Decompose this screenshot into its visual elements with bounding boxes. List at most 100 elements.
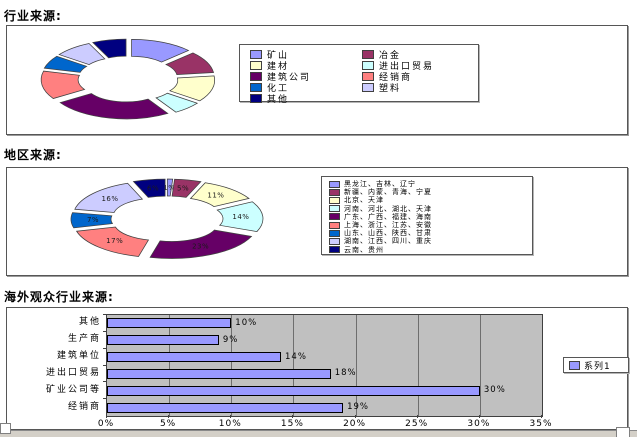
x-axis-tick-label: 20%: [343, 419, 367, 429]
donut-segment: [149, 229, 253, 259]
legend-item: 北京、天津: [329, 196, 532, 204]
legend-label: 湖南、江西、四川、重庆: [344, 237, 432, 246]
legend-item: 建材: [250, 60, 362, 72]
category-label: 建筑单位: [56, 351, 101, 362]
x-axis-tick: [541, 415, 542, 418]
legend-label: 建筑公司: [267, 73, 312, 83]
legend-label: 矿山: [267, 51, 290, 61]
category-label: 生产商: [67, 334, 101, 345]
industry-chart-legend: 矿山 建材 建筑公司 化工 其他 冶金 进出口贸易 经销商 塑料: [239, 44, 479, 105]
gridline: [479, 315, 481, 416]
bar-value-label: 9%: [222, 334, 239, 345]
y-axis-tick: [103, 347, 106, 349]
donut-segment: [131, 39, 190, 63]
bottom-strip: [0, 430, 637, 437]
legend-label: 经销商: [379, 73, 413, 83]
category-label: 经销商: [67, 401, 101, 412]
x-axis-tick-label: 35%: [529, 419, 553, 429]
donut-segment: [43, 55, 88, 73]
legend-label: 建材: [267, 62, 290, 72]
donut-segment: [132, 178, 166, 198]
gridline: [231, 315, 233, 416]
series1-swatch: [569, 360, 580, 370]
x-axis-tick: [478, 415, 480, 418]
legend-swatch: [250, 83, 262, 92]
overseas-bar-chart-object[interactable]: 10% 9% 14% 18% 30% 19% 其他 生产商 建筑单位 进出口贸易 矿业公司等 经销商…: [6, 307, 629, 430]
legend-column-1: 矿山 建材 建筑公司 化工 其他: [250, 49, 362, 105]
legend-item: 冶金: [362, 49, 478, 61]
gridline: [293, 315, 295, 416]
bar: [107, 352, 281, 363]
y-axis-tick: [103, 314, 106, 315]
legend-swatch: [329, 188, 340, 196]
legend-swatch: [362, 83, 374, 92]
legend-swatch: [250, 94, 262, 103]
legend-label: 山东、山西、陕西、甘肃: [344, 229, 432, 238]
donut-segment: [70, 212, 114, 229]
donut-segment: [171, 178, 202, 198]
legend-label: 广东、广西、福建、海南: [344, 212, 432, 221]
legend-swatch: [250, 50, 262, 59]
x-axis-tick: [230, 415, 232, 418]
legend-swatch: [250, 61, 262, 70]
donut-data-label: 6%: [147, 185, 159, 193]
legend-item: 建筑公司: [250, 71, 362, 83]
bar: [107, 318, 232, 329]
x-axis-tick: [168, 415, 170, 418]
x-axis-tick: [292, 415, 294, 418]
industry-source-chart-object[interactable]: 矿山 建材 建筑公司 化工 其他 冶金 进出口贸易 经销商 塑料: [6, 25, 628, 135]
category-label: 进出口贸易: [45, 367, 101, 378]
bar-value-label: 18%: [334, 368, 357, 379]
legend-item: 进出口贸易: [362, 60, 478, 72]
donut-segment: [40, 70, 86, 99]
legend-label: 云南、贵州: [344, 245, 384, 254]
x-axis-tick-label: 5%: [159, 419, 177, 429]
donut-data-label: 23%: [192, 243, 209, 251]
y-axis-tick: [103, 398, 106, 400]
bar: [107, 368, 331, 379]
y-axis-tick: [103, 364, 106, 366]
donut-data-label: 5%: [177, 185, 189, 193]
legend-label: 进出口贸易: [379, 62, 435, 72]
donut-data-label: 16%: [101, 195, 118, 203]
legend-label: 塑料: [379, 84, 402, 94]
legend-label: 化工: [267, 84, 290, 94]
donut-data-label: 11%: [207, 192, 224, 200]
legend-label: 冶金: [379, 51, 402, 61]
donut-segment: [74, 182, 144, 213]
series1-label: 系列1: [584, 361, 611, 372]
donut-data-label: 14%: [232, 213, 249, 221]
donut-segment: [75, 226, 150, 257]
section-heading-region-source: 地区来源:: [4, 148, 62, 162]
legend-label: 其他: [267, 95, 290, 105]
bar-chart-legend: 系列1: [563, 357, 629, 373]
bar-chart-plot-area: 10% 9% 14% 18% 30% 19%: [106, 314, 543, 417]
bar-value-label: 14%: [285, 351, 307, 362]
legend-swatch: [329, 205, 340, 213]
bar-value-label: 19%: [347, 402, 369, 413]
bar-value-label: 30%: [483, 385, 506, 396]
category-label: 矿业公司等: [45, 384, 101, 395]
donut-segment: [169, 75, 216, 102]
legend-item: 塑料: [362, 82, 478, 94]
x-axis-tick-label: 15%: [280, 419, 304, 429]
y-axis-tick: [103, 330, 106, 332]
x-axis-tick-label: 25%: [405, 419, 429, 429]
donut-data-label: 1%: [163, 184, 175, 192]
legend-swatch: [329, 180, 340, 188]
legend-column-2: 冶金 进出口贸易 经销商 塑料: [362, 49, 478, 101]
region-source-chart-object[interactable]: 1% 5% 11% 14% 23% 17% 7% 16% 6% 黑龙江、吉林、辽宁 新疆、内蒙、青…: [6, 167, 628, 276]
legend-item: 山东、山西、陕西、甘肃: [329, 229, 532, 237]
legend-label: 河南、河北、湖北、天津: [344, 204, 432, 213]
bar: [107, 335, 219, 346]
x-axis-tick-label: 10%: [218, 419, 242, 429]
resize-handle-right[interactable]: [616, 427, 630, 437]
legend-item: 新疆、内蒙、青海、宁夏: [329, 188, 532, 196]
gridline: [169, 315, 171, 416]
donut-segment: [166, 178, 174, 197]
region-donut-chart: 1% 5% 11% 14% 23% 17% 7% 16% 6%: [70, 178, 264, 259]
legend-label: 黑龙江、吉林、辽宁: [344, 180, 416, 189]
resize-handle-left[interactable]: [0, 423, 11, 434]
x-axis-tick: [106, 415, 107, 418]
legend-swatch: [329, 221, 340, 229]
